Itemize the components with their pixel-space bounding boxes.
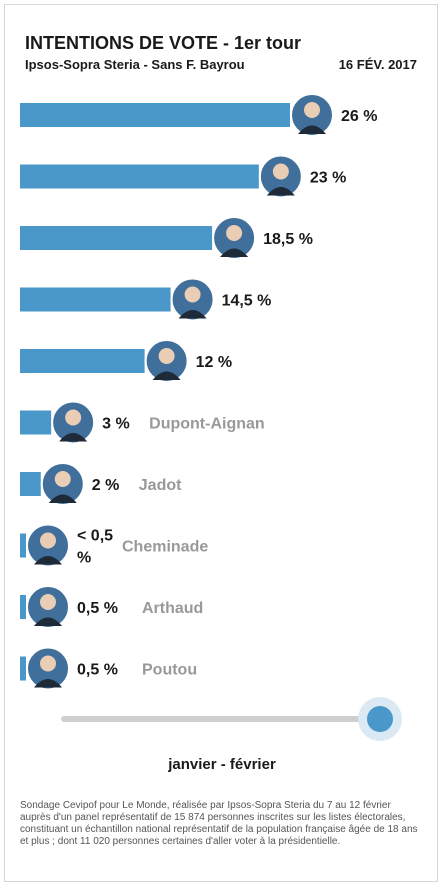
candidate-name: Arthaud [142, 600, 203, 617]
bar [20, 656, 26, 681]
candidate-name: Cheminade [122, 539, 208, 556]
portrait-head [304, 102, 320, 118]
value-label: 14,5 % [222, 293, 272, 310]
page-title: INTENTIONS DE VOTE - 1er tour [25, 33, 302, 53]
period-label: janvier - février [168, 756, 276, 773]
portrait-head [158, 348, 175, 364]
candidate-name: Dupont-Aignan [149, 416, 265, 433]
bar-chart: 26 % 23 % 18,5 % 14,5 % 12 % 3 % Dupont-Aignan… [20, 93, 377, 691]
portrait-body [220, 248, 249, 257]
portrait-head [226, 225, 243, 241]
period-slider-thumb[interactable] [367, 706, 393, 732]
value-label: < 0,5% [77, 528, 113, 567]
portrait-head [40, 594, 56, 610]
candidate-name: Poutou [142, 662, 197, 679]
portrait-body [298, 125, 326, 134]
value-label: 0,5 % [77, 600, 118, 617]
value-label: 26 % [341, 108, 377, 125]
portrait-body [34, 617, 62, 626]
portrait-head [54, 471, 71, 487]
bar [20, 472, 41, 496]
portrait-body [34, 556, 62, 565]
bar [20, 595, 26, 619]
value-label: 0,5 % [77, 662, 118, 679]
period-slider-track[interactable] [61, 716, 381, 722]
value-label: 12 % [196, 354, 232, 371]
value-label: 2 % [92, 477, 120, 494]
chart-subtitle: Ipsos-Sopra Steria - Sans F. Bayrou [25, 57, 245, 72]
footnote: Sondage Cevipof pour Le Monde, réalisée … [20, 800, 418, 847]
portrait-head [40, 532, 56, 549]
portrait-head [272, 163, 289, 180]
portrait-head [65, 409, 82, 426]
portrait-body [152, 371, 181, 380]
bar [20, 533, 26, 558]
value-label: 3 % [102, 416, 130, 433]
value-label: 18,5 % [263, 231, 313, 248]
portrait-body [59, 433, 88, 442]
bar [20, 410, 52, 435]
bar [20, 349, 145, 373]
portrait-head [184, 286, 201, 303]
portrait-body [48, 494, 77, 503]
value-label: 23 % [310, 170, 346, 187]
portrait-body [34, 679, 62, 688]
portrait-body [266, 187, 295, 196]
bar [20, 226, 213, 250]
portrait-body [178, 310, 207, 319]
poll-date: 16 FÉV. 2017 [338, 57, 417, 72]
bar [20, 164, 259, 189]
bar [20, 103, 290, 127]
candidate-name: Jadot [139, 477, 182, 494]
portrait-head [40, 655, 56, 672]
bar [20, 287, 171, 312]
